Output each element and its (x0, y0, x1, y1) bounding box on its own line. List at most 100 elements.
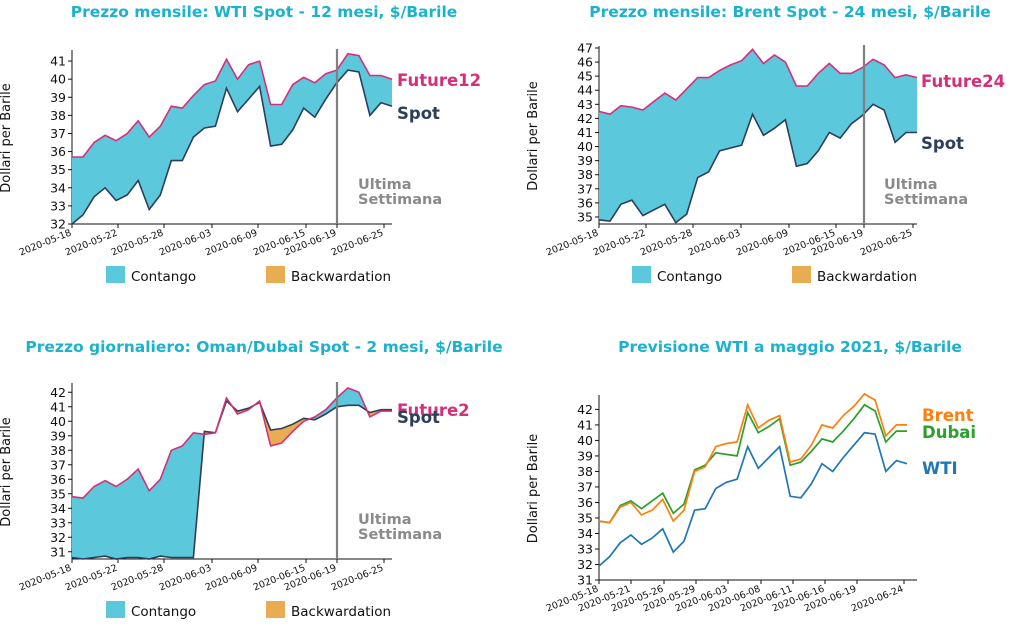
y-tick-label: 37 (50, 126, 66, 141)
x-tick-label: 2020-06-25 (330, 228, 385, 259)
y-tick-label: 37 (577, 479, 593, 494)
y-tick-label: 41 (50, 399, 66, 414)
series-line-wti (598, 431, 908, 567)
x-tick-label: 2020-05-18 (545, 228, 600, 259)
y-tick-label: 46 (577, 55, 593, 70)
y-tick-label: 35 (577, 510, 593, 525)
y-tick-label: 40 (577, 433, 593, 448)
y-tick-label: 41 (577, 125, 593, 140)
chart-panel-1: 32 33 34 35 36 37 38 39 40 41 2020-05-182020-05-22… (0, 3, 481, 285)
future-line (71, 386, 392, 499)
y-tick-label: 36 (50, 144, 66, 159)
y-tick-label: 32 (577, 557, 593, 572)
y-tick-label: 44 (577, 83, 593, 98)
y-tick-label: 40 (50, 414, 66, 429)
spot-line (71, 69, 393, 225)
series-line-dubai (598, 403, 907, 524)
y-tick-label: 36 (577, 495, 593, 510)
series-label-future: Future24 (921, 72, 1005, 91)
last-week-label: Ultima (884, 177, 938, 193)
y-tick-label: 37 (577, 181, 593, 196)
panel-title: Prezzo mensile: WTI Spot - 12 mesi, $/Ba… (71, 3, 458, 21)
x-tick-label: 2020-06-03 (158, 228, 213, 259)
y-tick-label: 34 (577, 526, 593, 541)
panel-title: Prezzo mensile: Brent Spot - 24 mesi, $/… (589, 3, 991, 21)
x-tick-label: 2020-05-28 (110, 563, 165, 594)
backwardation-area (260, 404, 310, 446)
contango-area (72, 432, 205, 559)
contango-area (599, 49, 917, 223)
series-label-future: Future2 (397, 401, 470, 420)
y-tick-label: 35 (50, 486, 66, 501)
series-line-brent (598, 392, 907, 524)
y-tick-label: 31 (577, 573, 593, 588)
x-tick-label: 2020-06-24 (850, 584, 905, 615)
legend-label-backwardation: Backwardation (817, 269, 917, 285)
y-tick-label: 39 (577, 153, 593, 168)
last-week-label: Settimana (884, 192, 968, 208)
panel-title: Prezzo giornaliero: Oman/Dubai Spot - 2 … (25, 338, 502, 356)
y-tick-label: 42 (577, 111, 593, 126)
y-tick-label: 41 (577, 417, 593, 432)
y-tick-label: 42 (577, 402, 593, 417)
legend-label-backwardation: Backwardation (291, 604, 391, 620)
y-tick-label: 38 (577, 464, 593, 479)
y-tick-label: 34 (50, 501, 66, 516)
y-tick-label: 33 (50, 198, 66, 213)
y-tick-label: 32 (50, 530, 66, 545)
y-tick-label: 36 (50, 472, 66, 487)
last-week-label: Ultima (358, 512, 412, 528)
future-line (72, 52, 393, 158)
legend-label-contango: Contango (657, 269, 722, 285)
legend-label-backwardation: Backwardation (291, 269, 391, 285)
x-tick-label: 2020-06-03 (687, 228, 742, 259)
legend-swatch-contango (632, 266, 651, 283)
y-tick-label: 38 (50, 443, 66, 458)
chart-panel-4: 3132333435363738394041422020-05-182020-0… (526, 338, 976, 614)
series-label-spot: Spot (921, 134, 964, 153)
x-tick-label: 2020-05-22 (64, 563, 119, 594)
y-axis-label: Dollari per Barile (526, 81, 541, 190)
y-tick-label: 39 (50, 428, 66, 443)
y-axis-label: Dollari per Barile (526, 434, 541, 543)
y-tick-label: 39 (577, 448, 593, 463)
x-tick-label: 2020-06-09 (735, 228, 790, 259)
y-tick-label: 33 (50, 515, 66, 530)
y-tick-label: 35 (577, 209, 593, 224)
last-week-label: Settimana (358, 192, 442, 208)
legend-swatch-contango (106, 601, 125, 618)
series-label-brent: Brent (922, 406, 974, 425)
last-week-label: Settimana (358, 527, 442, 543)
legend-swatch-backwardation (792, 266, 811, 283)
x-tick-label: 2020-05-18 (18, 228, 73, 259)
last-week-label: Ultima (358, 177, 412, 193)
legend-label-contango: Contango (131, 604, 196, 620)
x-tick-label: 2020-05-28 (110, 228, 165, 259)
x-tick-label: 2020-06-03 (158, 563, 213, 594)
legend-label-contango: Contango (131, 269, 196, 285)
legend-swatch-contango (106, 266, 125, 283)
y-tick-label: 40 (50, 72, 66, 87)
x-tick-label: 2020-05-22 (64, 228, 119, 259)
panel-title: Previsione WTI a maggio 2021, $/Barile (618, 338, 962, 356)
legend-swatch-backwardation (266, 266, 285, 283)
y-tick-label: 36 (577, 195, 593, 210)
y-axis-label: Dollari per Barile (0, 417, 14, 526)
y-tick-label: 35 (50, 162, 66, 177)
y-tick-label: 34 (50, 180, 66, 195)
y-tick-label: 43 (577, 97, 593, 112)
x-tick-label: 2020-06-09 (204, 228, 259, 259)
y-tick-label: 47 (577, 41, 593, 56)
x-tick-label: 2020-05-28 (639, 228, 694, 259)
legend-swatch-backwardation (266, 601, 285, 618)
series-label-wti: WTI (922, 459, 958, 478)
series-label-spot: Spot (397, 104, 440, 123)
series-label-spot: Spot (397, 408, 440, 427)
chart-panel-3: 3132333435363738394041422020-05-182020-0… (0, 338, 503, 620)
y-tick-label: 38 (577, 167, 593, 182)
y-tick-label: 31 (50, 544, 66, 559)
x-tick-label: 2020-06-25 (859, 228, 914, 259)
x-tick-label: 2020-06-09 (204, 563, 259, 594)
x-tick-label: 2020-05-18 (18, 563, 73, 594)
